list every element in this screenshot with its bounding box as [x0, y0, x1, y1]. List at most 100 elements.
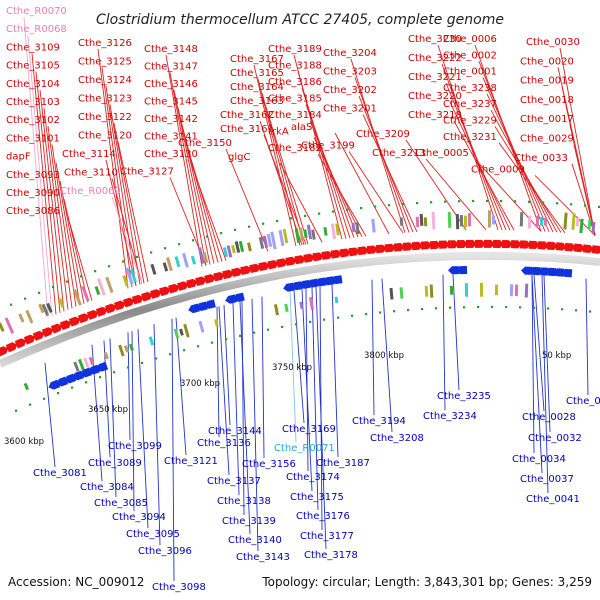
gene-label: Cthe_3127	[120, 167, 174, 178]
feature-block	[46, 302, 53, 314]
forward-arrow	[168, 283, 180, 294]
reverse-arrow	[204, 299, 216, 309]
leader-line	[111, 178, 143, 284]
leader-line	[239, 301, 251, 535]
gc-dot	[290, 217, 293, 220]
feature-block	[148, 336, 155, 346]
gene-label: Cthe_3178	[304, 550, 358, 561]
leader-line	[559, 47, 596, 236]
forward-arrow	[474, 239, 486, 248]
gene-label: Cthe_3177	[300, 531, 354, 542]
forward-arrow	[186, 278, 198, 289]
leader-line	[425, 158, 487, 231]
feature-block	[58, 298, 65, 308]
gene-label: Cthe_3110	[64, 168, 118, 179]
gene-label: Cthe_3164	[230, 82, 284, 93]
genome-backbone	[0, 251, 600, 368]
feature-block	[38, 303, 45, 314]
leader-line	[63, 198, 89, 303]
gc-dot	[127, 366, 130, 369]
leader-line	[59, 180, 85, 304]
gc-dot	[556, 202, 559, 205]
feature-block	[179, 328, 184, 336]
feature-block	[539, 216, 544, 226]
feature-block	[247, 242, 252, 252]
gene-label: Cthe_0033	[514, 153, 568, 164]
forward-arrow	[357, 246, 369, 256]
feature-block	[197, 247, 205, 264]
gene-label: Cthe_3163	[230, 96, 284, 107]
forward-arrow	[321, 251, 333, 260]
leader-line	[315, 286, 327, 550]
gc-dot	[234, 228, 237, 231]
gc-dot	[421, 307, 424, 311]
leader-line	[253, 64, 297, 247]
reverse-arrow	[537, 267, 549, 276]
gene-label: Cthe_0034	[512, 454, 566, 465]
feature-block	[399, 287, 404, 299]
leader-line	[31, 53, 57, 315]
gc-dot	[211, 341, 214, 344]
gc-dot	[486, 199, 489, 203]
forward-arrow	[582, 244, 594, 253]
gc-dot	[43, 397, 46, 400]
gc-dot	[80, 275, 83, 278]
leader-line	[541, 275, 549, 494]
gene-label: Cthe_3103	[6, 97, 60, 108]
feature-block	[494, 284, 499, 296]
forward-arrow	[393, 243, 405, 252]
feature-block	[415, 216, 420, 228]
reverse-arrow	[307, 278, 319, 288]
leader-line	[169, 72, 207, 266]
gc-dot	[276, 219, 279, 223]
gene-label: Cthe_3126	[78, 38, 132, 49]
feature-block	[431, 211, 436, 230]
gc-dot	[197, 345, 200, 348]
forward-arrow	[555, 242, 567, 251]
gene-label: Cthe_0017	[520, 114, 574, 125]
feature-block	[183, 323, 190, 338]
gc-dot	[374, 205, 377, 208]
gene-label: Cthe_0019	[520, 76, 574, 87]
forward-arrow	[41, 327, 54, 338]
forward-arrow	[159, 286, 171, 297]
feature-block	[214, 318, 219, 327]
reverse-arrow	[529, 266, 541, 276]
feature-block	[262, 235, 269, 249]
gc-dot	[458, 200, 461, 203]
feature-block	[0, 322, 5, 332]
forward-arrow	[0, 346, 9, 357]
gene-label: Cthe_3234	[423, 411, 477, 422]
gene-label: Cthe_0037	[520, 474, 574, 485]
leader-line	[173, 89, 211, 265]
gene-label: Cthe_3230	[408, 34, 462, 45]
forward-arrow	[591, 245, 600, 254]
gc-dot	[444, 200, 447, 203]
leader-line	[117, 141, 149, 283]
gc-dot	[402, 202, 405, 206]
leader-line	[101, 67, 133, 288]
forward-arrow	[231, 267, 243, 278]
reverse-arrow	[80, 367, 93, 378]
feature-block	[81, 285, 90, 302]
feature-block	[449, 285, 454, 295]
gc-dot	[519, 306, 522, 309]
leader-line	[498, 142, 566, 234]
gene-label: Cthe_3150	[178, 138, 232, 149]
forward-arrow	[339, 248, 351, 258]
gene-label: Cthe_3174	[286, 472, 340, 483]
reverse-arrow	[56, 376, 69, 387]
forward-arrow	[177, 281, 189, 291]
feature-block	[190, 255, 196, 265]
kbp-tick-label: 3800 kbp	[364, 351, 404, 361]
feature-block	[519, 212, 524, 227]
gene-label: Cthe_R0068	[6, 24, 67, 35]
leader-line	[232, 302, 240, 496]
gene-label: Cthe_0018	[520, 95, 574, 106]
feature-block	[334, 296, 339, 304]
gene-label: Cthe_3182	[268, 143, 322, 154]
feature-block	[198, 320, 205, 333]
gc-dot	[407, 308, 410, 312]
gc-dot	[449, 306, 452, 309]
leader-line	[313, 137, 363, 237]
